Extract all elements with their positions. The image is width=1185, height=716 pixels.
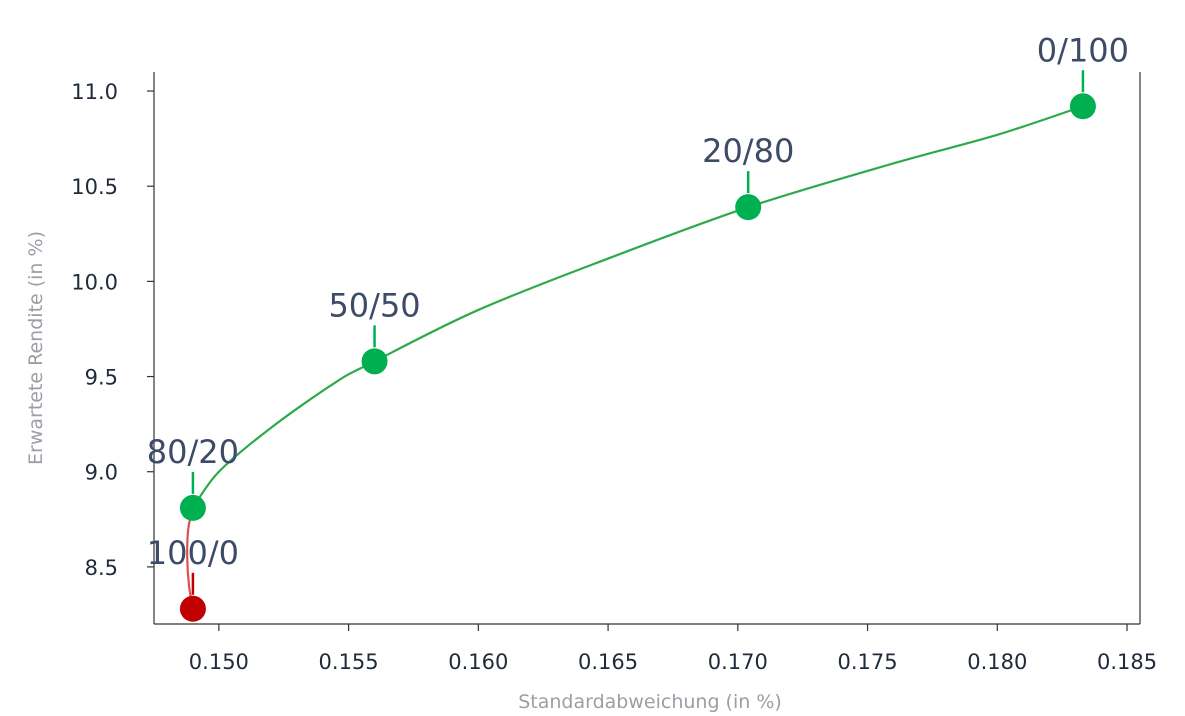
frontier-series-line-1 — [191, 105, 1085, 509]
y-ticks: 8.5 9.0 9.5 10.0 10.5 11.0 — [71, 80, 154, 580]
y-tick-label: 9.5 — [85, 366, 118, 390]
portfolio-point-label: 0/100 — [1037, 31, 1129, 69]
y-tick-label: 10.0 — [71, 270, 118, 294]
portfolio-point-label: 80/20 — [147, 433, 239, 471]
frontier-series-line-0 — [186, 506, 195, 610]
x-ticks: 0.150 0.155 0.160 0.165 0.170 0.175 0.180 0.185 — [189, 624, 1157, 674]
y-tick-label: 9.0 — [85, 461, 118, 485]
y-tick-label: 11.0 — [71, 80, 118, 104]
x-axis-title: Standardabweichung (in %) — [518, 691, 782, 713]
x-tick-label: 0.155 — [319, 650, 379, 674]
portfolio-point-label: 20/80 — [702, 132, 794, 170]
y-axis-title: Erwartete Rendite (in %) — [25, 231, 47, 465]
portfolio-point — [361, 348, 388, 375]
portfolio-point-label: 50/50 — [328, 286, 420, 324]
portfolio-point — [179, 494, 206, 521]
x-tick-label: 0.150 — [189, 650, 249, 674]
x-tick-label: 0.185 — [1097, 650, 1157, 674]
x-tick-label: 0.175 — [837, 650, 897, 674]
series-lines — [186, 105, 1085, 610]
x-tick-label: 0.165 — [578, 650, 638, 674]
portfolio-point — [735, 194, 762, 221]
data-points: 100/0 80/20 50/50 20/80 0/100 — [147, 31, 1129, 622]
y-tick-label: 10.5 — [71, 175, 118, 199]
x-tick-label: 0.170 — [708, 650, 768, 674]
x-tick-label: 0.160 — [448, 650, 508, 674]
y-tick-label: 8.5 — [85, 556, 118, 580]
x-tick-label: 0.180 — [967, 650, 1027, 674]
portfolio-point-label: 100/0 — [147, 534, 239, 572]
portfolio-point — [179, 595, 206, 622]
axes — [153, 72, 1141, 625]
portfolio-point — [1069, 93, 1096, 120]
